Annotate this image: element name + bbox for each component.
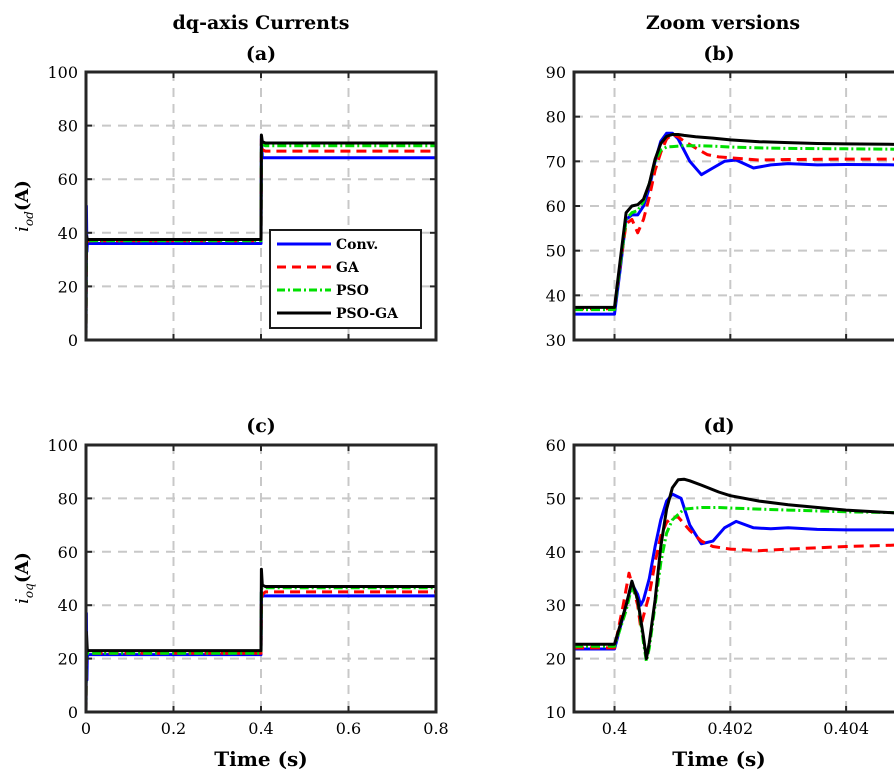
- ytick-label-d-1: 20: [546, 650, 566, 669]
- ytick-label-d-4: 50: [546, 489, 566, 508]
- ytick-label-c-5: 100: [47, 436, 78, 455]
- series-line-psoga-d: [574, 477, 894, 661]
- ylabel-a: iod(A): [12, 180, 36, 232]
- column-title-left: dq-axis Currents: [173, 12, 350, 34]
- xtick-label-d-1: 0.402: [707, 719, 753, 738]
- axes-frame-d: [572, 443, 894, 714]
- ytick-label-b-3: 60: [546, 197, 566, 216]
- ytick-label-b-2: 50: [546, 242, 566, 261]
- ytick-label-d-3: 40: [546, 543, 566, 562]
- column-title-right: Zoom versions: [646, 12, 800, 34]
- ylabel-c-symbol: i: [12, 598, 33, 604]
- ylabel-a-subscript: od: [22, 211, 36, 226]
- panel-label-a: (a): [246, 43, 276, 65]
- ytick-label-a-1: 20: [58, 277, 78, 296]
- chart-panel-d: 0.4 0.402 0.404 10 20 30 40 50 60: [546, 436, 894, 738]
- xtick-label-c-4: 0.8: [423, 719, 448, 738]
- ytick-label-b-1: 40: [546, 286, 566, 305]
- chart-panel-c: 0 0.2 0.4 0.6 0.8 0 20 40 60 80 100: [47, 436, 448, 738]
- panel-label-b: (b): [703, 43, 734, 65]
- ytick-label-a-5: 100: [47, 63, 78, 82]
- ytick-label-c-2: 40: [58, 596, 78, 615]
- xtick-label-c-3: 0.6: [336, 719, 361, 738]
- series-group-d: [574, 477, 894, 663]
- ytick-label-b-4: 70: [546, 152, 566, 171]
- series-line-pso-b: [574, 144, 894, 312]
- xtick-label-d-0: 0.4: [602, 719, 627, 738]
- series-line-psoga-b: [574, 133, 894, 309]
- ytick-label-c-3: 60: [58, 543, 78, 562]
- ylabel-a-unit: (A): [12, 180, 33, 211]
- ytick-label-d-0: 10: [546, 703, 566, 722]
- ylabel-a-symbol: i: [12, 226, 33, 232]
- ytick-label-d-2: 30: [546, 596, 566, 615]
- ytick-label-c-1: 20: [58, 650, 78, 669]
- ylabel-c-unit: (A): [12, 552, 33, 583]
- ytick-label-d-5: 60: [546, 436, 566, 455]
- ylabel-c-subscript: oq: [22, 583, 36, 598]
- ytick-label-b-6: 90: [546, 63, 566, 82]
- legend-label-conv: Conv.: [336, 237, 378, 253]
- xtick-label-d-2: 0.404: [823, 719, 869, 738]
- xlabel-d: Time (s): [672, 747, 766, 771]
- series-line-ga-d: [574, 515, 894, 650]
- ytick-label-b-0: 30: [546, 331, 566, 350]
- legend-label-ga: GA: [336, 260, 360, 276]
- ytick-label-c-0: 0: [68, 703, 78, 722]
- legend-label-psoga: PSO-GA: [336, 306, 399, 322]
- series-line-ga-b: [574, 133, 894, 311]
- ytick-label-c-4: 80: [58, 489, 78, 508]
- legend: Conv. GA PSO PSO-GA: [269, 229, 422, 329]
- xtick-label-c-1: 0.2: [161, 719, 186, 738]
- legend-label-pso: PSO: [336, 283, 369, 299]
- ytick-label-b-5: 80: [546, 108, 566, 127]
- ytick-label-a-2: 40: [58, 224, 78, 243]
- panel-label-c: (c): [246, 415, 276, 437]
- chart-panel-b: 30 40 50 60 70 80 90: [546, 63, 894, 350]
- panel-label-d: (d): [703, 415, 734, 437]
- ytick-label-a-0: 0: [68, 331, 78, 350]
- series-group-b: [574, 131, 894, 316]
- xtick-label-c-0: 0: [81, 719, 91, 738]
- xlabel-c: Time (s): [214, 747, 308, 771]
- ylabel-c: ioq(A): [12, 552, 36, 604]
- ytick-label-a-3: 60: [58, 170, 78, 189]
- xtick-label-c-2: 0.4: [248, 719, 273, 738]
- ytick-label-a-4: 80: [58, 117, 78, 136]
